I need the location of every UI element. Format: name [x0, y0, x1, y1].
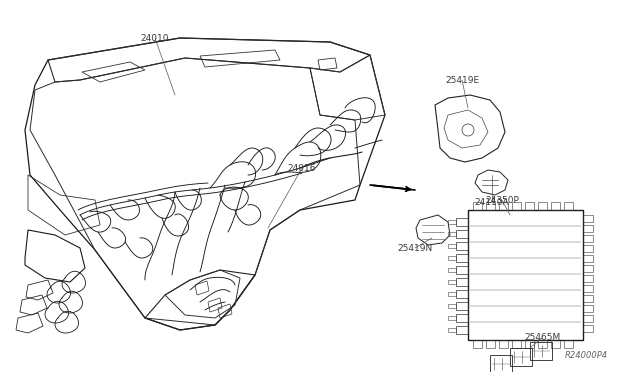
Text: 24350P: 24350P: [485, 196, 519, 205]
Text: 25465M: 25465M: [524, 334, 560, 343]
Text: 25419N: 25419N: [397, 244, 433, 253]
Text: 24110A: 24110A: [475, 198, 509, 206]
Text: 24016: 24016: [288, 164, 316, 173]
Text: 24010: 24010: [141, 33, 169, 42]
Text: 25419E: 25419E: [445, 76, 479, 84]
Text: R24000P4: R24000P4: [565, 350, 608, 359]
